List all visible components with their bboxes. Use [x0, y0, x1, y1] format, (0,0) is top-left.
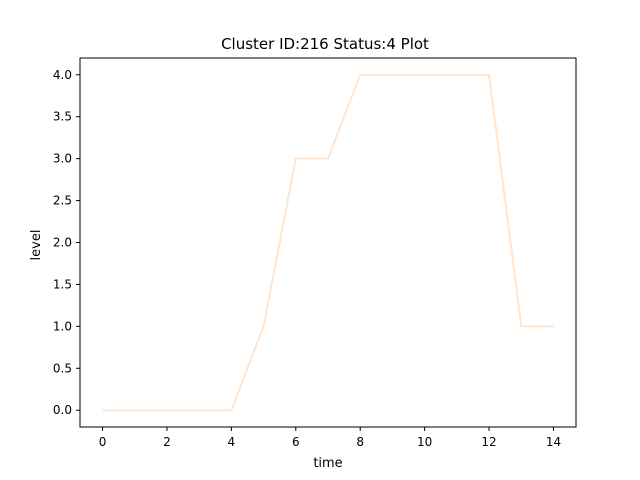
- x-tick-label: 0: [99, 435, 107, 449]
- y-tick-label: 1.5: [53, 277, 72, 291]
- series-line-0: [102, 73, 554, 412]
- y-axis: 0.0 0.5 1.0 1.5 2.0 2.5 3.0 3.5 4.0: [53, 68, 80, 417]
- x-tick-label: 4: [228, 435, 236, 449]
- chart-title: Cluster ID:216 Status:4 Plot: [221, 35, 429, 53]
- plot-area: [79, 57, 577, 428]
- x-tick-label: 10: [417, 435, 432, 449]
- x-tick-label: 8: [356, 435, 364, 449]
- y-axis-label: level: [29, 230, 44, 261]
- x-tick-label: 12: [481, 435, 496, 449]
- y-tick-label: 2.5: [53, 194, 72, 208]
- y-tick-label: 4.0: [53, 68, 72, 82]
- plot-frame: [79, 57, 577, 428]
- y-tick-label: 0.5: [53, 361, 72, 375]
- x-axis-label: time: [313, 456, 342, 471]
- y-tick-label: 2.0: [53, 236, 72, 250]
- x-axis: 0 2 4 6 8 10 12 14: [99, 427, 561, 449]
- y-tick-label: 0.0: [53, 403, 72, 417]
- y-tick-label: 3.5: [53, 110, 72, 124]
- x-tick-label: 2: [163, 435, 171, 449]
- y-tick-label: 3.0: [53, 152, 72, 166]
- x-tick-label: 6: [292, 435, 300, 449]
- y-tick-label: 1.0: [53, 319, 72, 333]
- x-tick-label: 14: [546, 435, 561, 449]
